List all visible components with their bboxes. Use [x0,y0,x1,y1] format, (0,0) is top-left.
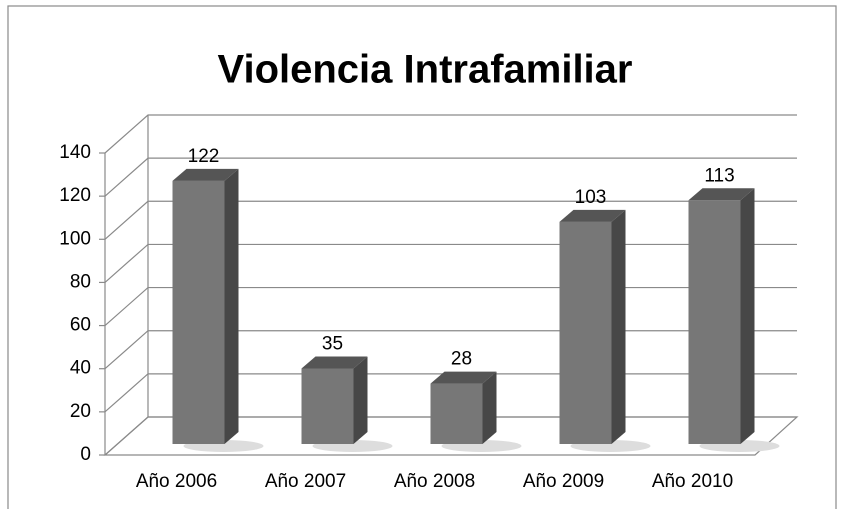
y-tick-label: 60 [70,315,91,336]
bar-top [559,209,626,222]
bar [301,368,354,444]
value-label: 113 [704,165,734,186]
bar-side [353,356,368,444]
grid-line [104,157,797,197]
bar-side [611,209,626,444]
bar-top [430,371,497,384]
y-tick-label: 120 [59,185,91,206]
bar-side [224,168,239,445]
y-tick-label: 0 [80,444,91,465]
x-tick-label: Año 2008 [394,471,475,492]
y-tick-label: 80 [70,271,91,292]
bar [430,383,483,444]
grid-line [104,200,797,240]
value-label: 122 [188,146,220,167]
y-tick-label: 100 [59,228,91,249]
value-label: 35 [322,334,343,355]
y-tick-label: 40 [70,358,91,379]
bar [559,221,612,444]
x-tick-label: Año 2006 [136,471,217,492]
bar-side [482,371,497,444]
value-label: 103 [575,187,607,208]
x-tick-label: Año 2007 [265,471,346,492]
bar-top [172,168,239,181]
grid-line [104,114,797,154]
bar-side [740,188,755,444]
bar-top [688,188,755,201]
chart-title: Violencia Intrafamiliar [218,48,633,92]
bar-top [301,356,368,369]
value-label: 28 [451,349,472,370]
bar [172,180,225,445]
y-tick-label: 20 [70,401,91,422]
x-tick-label: Año 2009 [523,471,604,492]
x-tick-label: Año 2010 [652,471,733,492]
bar [688,200,741,444]
y-tick-label: 140 [59,142,91,163]
